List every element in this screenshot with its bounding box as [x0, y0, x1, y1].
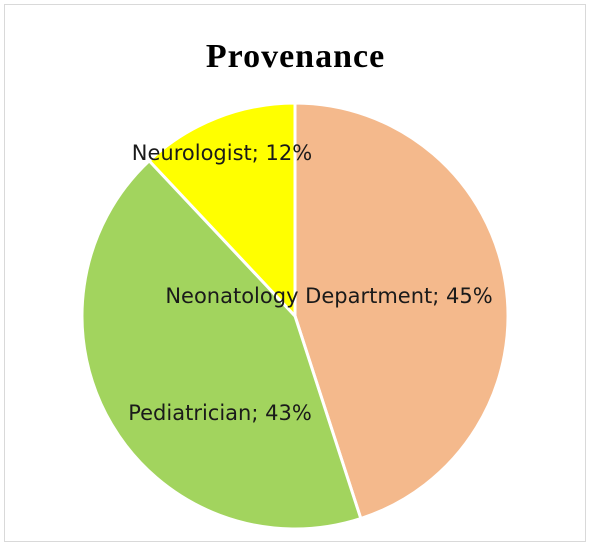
- pie-labels: Neonatology Department; 45% Pediatrician;…: [128, 141, 492, 425]
- pie-slices: [80, 101, 510, 531]
- chart-title: Provenance: [205, 38, 386, 75]
- slice-label-neonatology-department: Neonatology Department; 45%: [165, 284, 492, 308]
- pie-slice-neurologist: [147, 101, 297, 318]
- slice-label-pediatrician: Pediatrician; 43%: [128, 401, 312, 425]
- pie-slice-pediatrician: [80, 159, 363, 531]
- slice-label-neurologist: Neurologist; 12%: [132, 141, 312, 165]
- pie-slice-neonatology-department: [293, 101, 510, 521]
